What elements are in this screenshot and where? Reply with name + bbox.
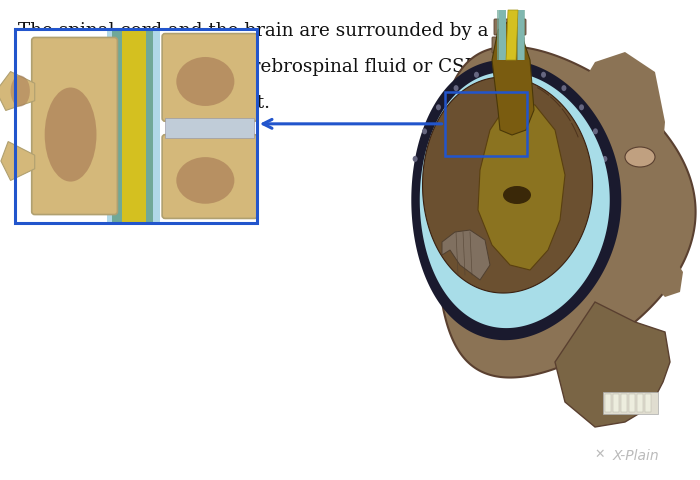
Polygon shape — [435, 47, 696, 378]
FancyBboxPatch shape — [492, 37, 524, 53]
Polygon shape — [506, 10, 518, 60]
Bar — [603, 392, 658, 414]
Bar — [629, 394, 635, 412]
Polygon shape — [555, 302, 670, 427]
Bar — [518, 10, 524, 60]
Ellipse shape — [436, 104, 441, 110]
FancyBboxPatch shape — [32, 37, 118, 215]
Ellipse shape — [579, 104, 584, 110]
Ellipse shape — [454, 85, 458, 91]
Ellipse shape — [176, 57, 235, 106]
Ellipse shape — [10, 75, 30, 107]
Polygon shape — [442, 230, 490, 280]
Text: shown in blue on the right.: shown in blue on the right. — [18, 94, 270, 112]
Ellipse shape — [176, 157, 235, 204]
Ellipse shape — [561, 85, 566, 91]
Bar — [499, 10, 506, 60]
Ellipse shape — [541, 72, 546, 78]
Polygon shape — [485, 135, 550, 250]
Ellipse shape — [593, 128, 598, 134]
Ellipse shape — [496, 65, 501, 71]
Ellipse shape — [625, 147, 655, 167]
FancyBboxPatch shape — [162, 34, 258, 121]
Ellipse shape — [519, 65, 524, 71]
Bar — [517, 10, 525, 60]
Text: ✕: ✕ — [594, 448, 605, 461]
Polygon shape — [412, 60, 622, 340]
Polygon shape — [1, 142, 35, 180]
Ellipse shape — [474, 72, 479, 78]
Bar — [621, 394, 627, 412]
Polygon shape — [420, 72, 610, 328]
Bar — [637, 394, 643, 412]
Ellipse shape — [503, 186, 531, 204]
Bar — [605, 394, 611, 412]
Ellipse shape — [422, 128, 427, 134]
Text: The spinal cord and the brain are surrounded by a: The spinal cord and the brain are surrou… — [18, 22, 488, 40]
Ellipse shape — [45, 87, 97, 181]
Ellipse shape — [603, 156, 608, 162]
Bar — [112, 29, 153, 223]
Text: This fluid acts as: This fluid acts as — [18, 130, 175, 148]
Bar — [165, 118, 255, 138]
Text: X-Plain: X-Plain — [612, 449, 659, 463]
Ellipse shape — [412, 156, 418, 162]
FancyBboxPatch shape — [494, 19, 526, 35]
FancyBboxPatch shape — [162, 135, 258, 218]
Polygon shape — [0, 72, 35, 110]
Bar — [645, 394, 651, 412]
Bar — [444, 92, 527, 156]
Bar — [613, 394, 619, 412]
Bar — [497, 10, 506, 60]
Bar — [15, 29, 257, 223]
Text: special fluid known as cerebrospinal fluid or CSF,: special fluid known as cerebrospinal flu… — [18, 58, 480, 76]
Bar — [122, 29, 146, 223]
Text: a shock absorber.: a shock absorber. — [18, 166, 181, 184]
Bar — [15, 29, 257, 223]
Polygon shape — [492, 20, 534, 135]
Bar — [107, 29, 160, 223]
Polygon shape — [423, 77, 592, 293]
Polygon shape — [478, 100, 565, 270]
Polygon shape — [650, 242, 683, 297]
Polygon shape — [555, 52, 665, 312]
